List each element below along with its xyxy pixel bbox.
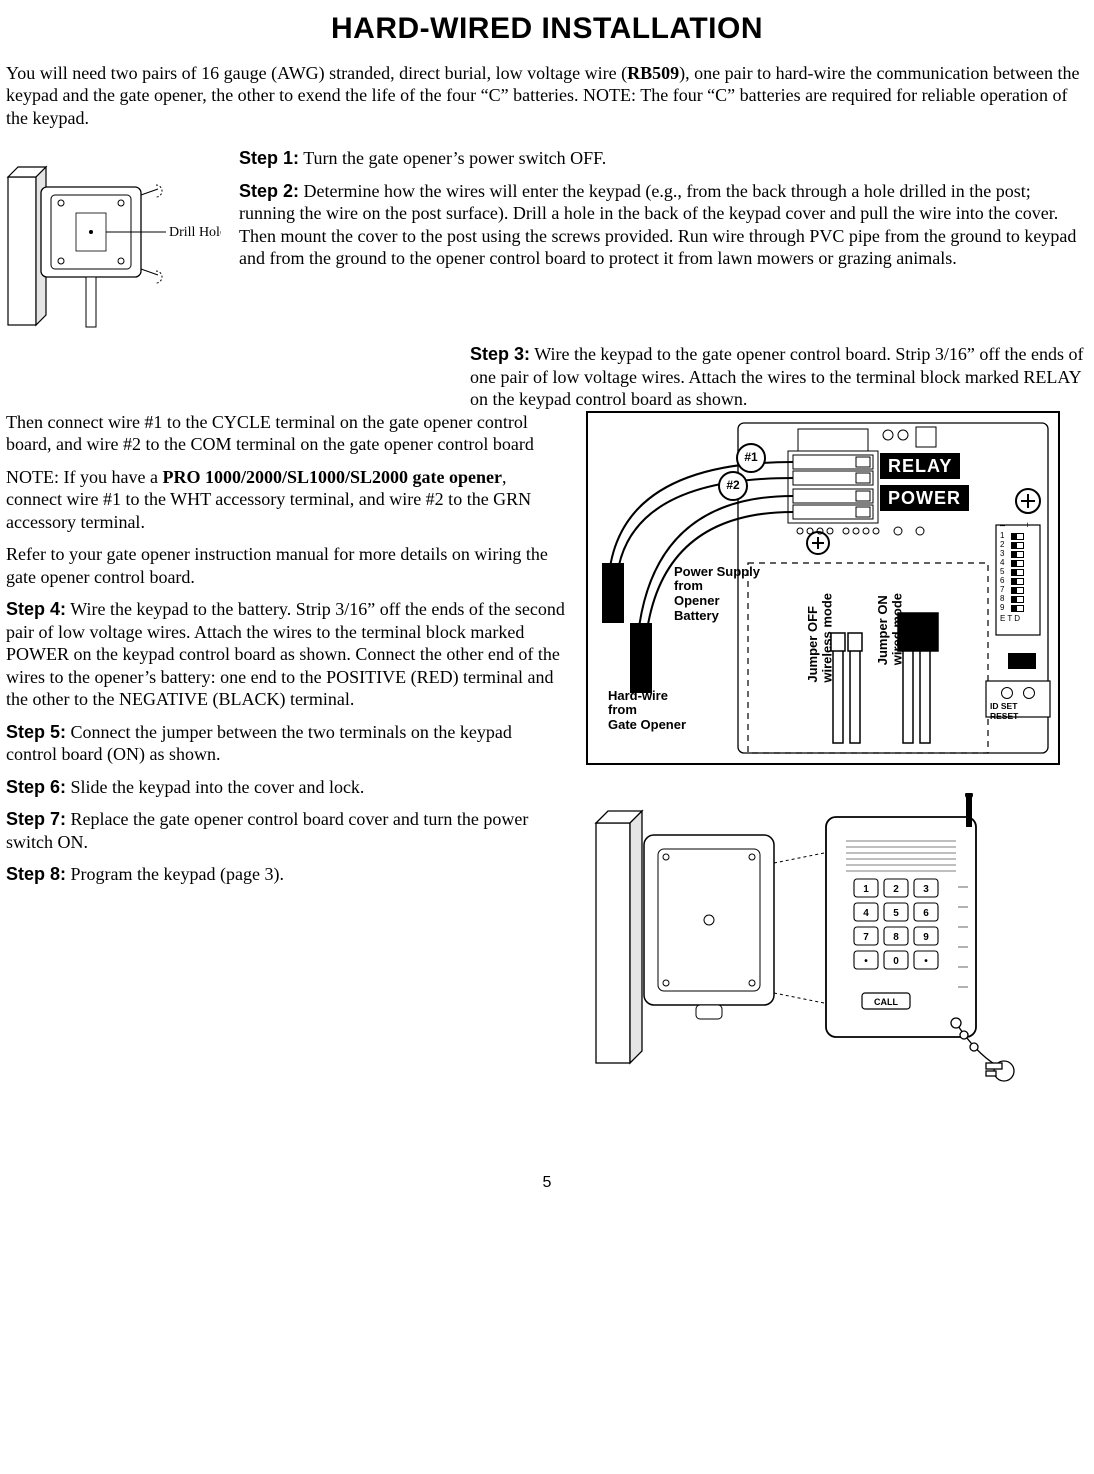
- power-supply-label: Power Supply from Opener Battery: [674, 565, 760, 625]
- page-number: 5: [6, 1173, 1088, 1193]
- svg-text:0: 0: [893, 956, 899, 967]
- drill-hole-diagram: Drill Hole: [6, 165, 221, 335]
- svg-text:CALL: CALL: [874, 997, 898, 1007]
- step-2: Step 2: Determine how the wires will ent…: [239, 180, 1088, 270]
- step-1: Step 1: Turn the gate opener’s power swi…: [239, 147, 1088, 170]
- svg-text:8: 8: [893, 932, 899, 943]
- svg-text:2: 2: [893, 884, 899, 895]
- dip-switch-bank: –+ 123456789 ETD: [1000, 521, 1030, 623]
- step-4: Step 4: Wire the keypad to the battery. …: [6, 598, 566, 711]
- step-3-body: Then connect wire #1 to the CYCLE termin…: [6, 411, 566, 456]
- svg-text:9: 9: [923, 932, 929, 943]
- svg-text:6: 6: [923, 908, 929, 919]
- keypad-assembly-diagram: 1 2 3 4 5 6 7 8 9 • 0 • CALL: [586, 793, 1056, 1093]
- svg-text:4: 4: [863, 908, 869, 919]
- id-set-reset-block: ID SET RESET: [990, 687, 1046, 722]
- wire-1-badge: #1: [736, 443, 766, 473]
- svg-text:1: 1: [863, 884, 869, 895]
- wire-2-badge: #2: [718, 471, 748, 501]
- svg-text:5: 5: [893, 908, 899, 919]
- intro-paragraph: You will need two pairs of 16 gauge (AWG…: [6, 62, 1088, 130]
- step-6: Step 6: Slide the keypad into the cover …: [6, 776, 566, 799]
- page-title: HARD-WIRED INSTALLATION: [6, 10, 1088, 48]
- arrow-icon: [632, 625, 646, 689]
- control-board-diagram: #1 #2 RELAY POWER Power Supply from Open…: [586, 411, 1060, 765]
- relay-label: RELAY: [880, 453, 960, 480]
- svg-text:7: 7: [863, 932, 869, 943]
- jumper-off-label: Jumper OFF wireless mode: [806, 593, 835, 683]
- step-8: Step 8: Program the keypad (page 3).: [6, 863, 566, 886]
- power-label: POWER: [880, 485, 969, 512]
- step-3-note: NOTE: If you have a PRO 1000/2000/SL1000…: [6, 466, 566, 534]
- svg-text:•: •: [864, 956, 868, 967]
- jumper-on-label: Jumper ON wired mode: [876, 593, 905, 665]
- part-number: RB509: [627, 63, 679, 83]
- refer-paragraph: Refer to your gate opener instruction ma…: [6, 543, 566, 588]
- hardwire-label: Hard-wire from Gate Opener: [608, 689, 686, 734]
- svg-text:3: 3: [923, 884, 929, 895]
- step-5: Step 5: Connect the jumper between the t…: [6, 721, 566, 766]
- drill-hole-label: Drill Hole: [169, 225, 221, 240]
- svg-text:•: •: [924, 956, 928, 967]
- step-7: Step 7: Replace the gate opener control …: [6, 808, 566, 853]
- step-3-lead: Step 3: Wire the keypad to the gate open…: [6, 343, 1088, 411]
